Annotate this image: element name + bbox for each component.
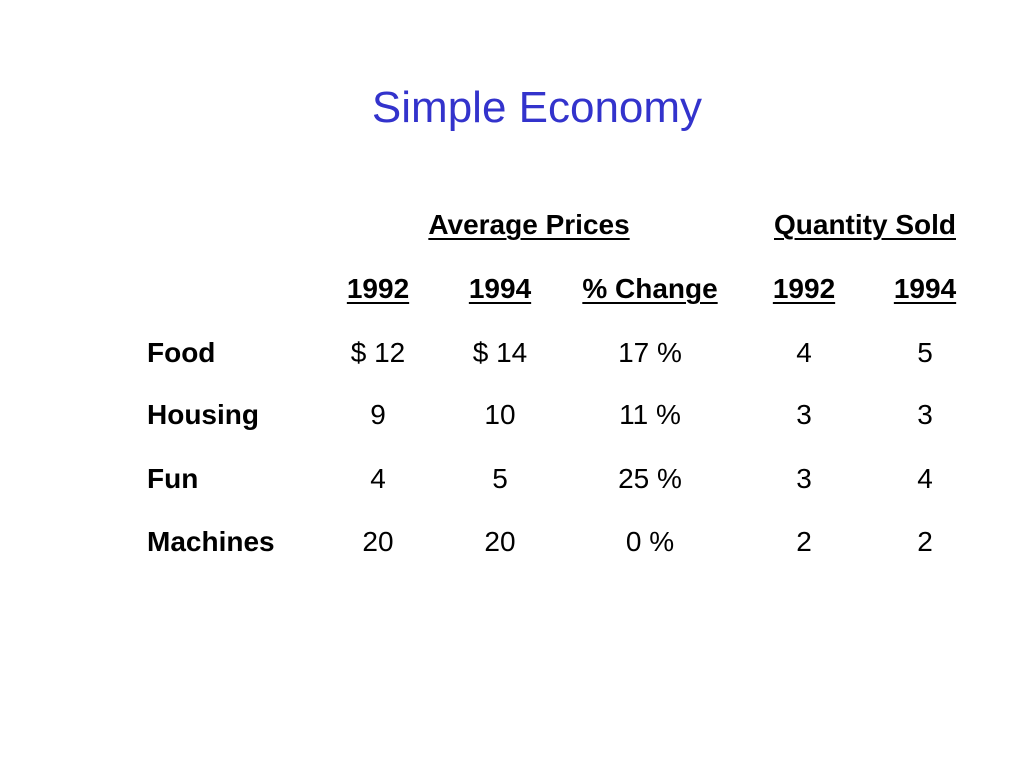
table-cell: 4 — [796, 337, 812, 368]
row-label-machines: Machines — [147, 526, 275, 557]
table-cell: 20 — [362, 526, 394, 557]
table-cell: 3 — [917, 399, 933, 430]
column-header-price-1994: 1994 — [468, 273, 532, 304]
table-cell: 20 — [484, 526, 516, 557]
column-header-price-1992: 1992 — [346, 273, 410, 304]
row-label-fun: Fun — [147, 463, 199, 494]
column-header-percent-change: % Change — [582, 273, 718, 304]
row-label-food: Food — [147, 337, 216, 368]
table-cell: 25 % — [618, 463, 682, 494]
table-cell: 3 — [796, 463, 812, 494]
column-header-quantity-1994: 1994 — [893, 273, 957, 304]
table-cell: 0 % — [625, 526, 675, 557]
table-cell: 5 — [492, 463, 508, 494]
table-cell: 5 — [917, 337, 933, 368]
table-cell: 10 — [484, 399, 516, 430]
table-cell: $ 12 — [350, 337, 406, 368]
group-header-quantity-sold: Quantity Sold — [774, 209, 956, 240]
table-cell: 4 — [917, 463, 933, 494]
table-cell: 4 — [370, 463, 386, 494]
table-cell: 11 % — [619, 399, 681, 430]
row-label-housing: Housing — [147, 399, 259, 430]
table-cell: 2 — [917, 526, 933, 557]
table-cell: 9 — [370, 399, 386, 430]
table-cell: 3 — [796, 399, 812, 430]
group-header-average-prices: Average Prices — [428, 209, 630, 240]
table-cell: $ 14 — [472, 337, 528, 368]
table-cell: 17 % — [618, 337, 682, 368]
table-cell: 2 — [796, 526, 812, 557]
column-header-quantity-1992: 1992 — [772, 273, 836, 304]
slide-title: Simple Economy — [371, 83, 703, 132]
